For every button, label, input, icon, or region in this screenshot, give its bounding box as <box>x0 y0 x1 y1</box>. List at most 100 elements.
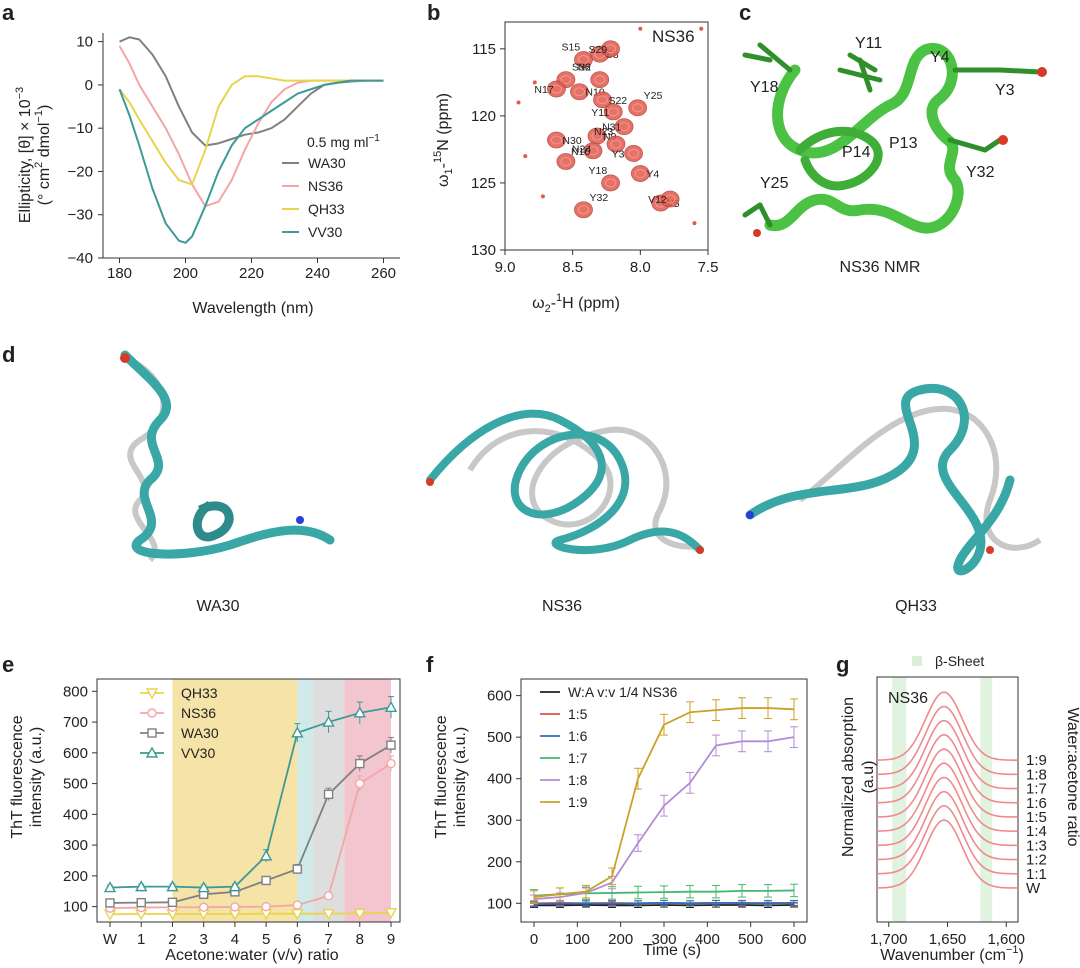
residue-label-y25: Y25 <box>760 175 789 192</box>
chart-e-ytick-label: 300 <box>63 837 88 854</box>
chart-e-point-wa30 <box>105 898 115 908</box>
chart-e-series-vv30 <box>109 706 392 889</box>
chart-e-point-ns36 <box>198 902 209 912</box>
chart-e-xtick-label: 7 <box>324 931 332 948</box>
chart-e-xlabel: Acetone:water (v/v) ratio <box>165 947 339 964</box>
chart-f-ytick-label: 300 <box>487 812 512 829</box>
chart-a-xtick-label: 240 <box>305 265 330 282</box>
chart-g-trace <box>876 776 1019 847</box>
panel-label-f: f <box>426 652 434 677</box>
chart-b-ytick-label: 125 <box>471 175 496 192</box>
chart-f-xlabel: Time (s) <box>643 942 701 959</box>
chart-f-ytick-label: 400 <box>487 771 512 788</box>
chart-e-point-vv30 <box>228 880 242 892</box>
chart-b-title: NS36 <box>652 27 695 46</box>
chart-e-point-wa30 <box>167 897 178 908</box>
chart-f-legend-label: 1:9 <box>568 794 588 810</box>
nmr-noise-contour <box>523 154 528 159</box>
chart-g-trace-label: 1:9 <box>1026 752 1047 769</box>
chart-g-trace <box>876 734 1019 804</box>
chart-a-series-ns36 <box>118 45 384 208</box>
chart-e-legend-label: WA30 <box>181 725 219 741</box>
chart-g-trace <box>876 748 1019 818</box>
chart-f-ytick-label: 600 <box>487 688 512 705</box>
nmr-peak-contour <box>560 75 572 85</box>
nmr-peak-contour <box>591 131 603 141</box>
nmr-noise-contour <box>638 26 643 31</box>
chart-f-legend-label: 1:6 <box>568 728 588 744</box>
chart-e-series-ns36 <box>109 762 392 910</box>
chart-b: S15S8S29S36N17N10N2S22Y11Y25N31N9N23N30N… <box>432 21 718 315</box>
chart-g-trace-label: 1:7 <box>1026 781 1047 798</box>
structure-label-wa30: WA30 <box>197 598 240 615</box>
chart-e-ytick-label: 200 <box>63 868 88 885</box>
chart-e-point-wa30 <box>386 740 396 750</box>
chart-e-point-wa30 <box>355 758 365 769</box>
chart-a-ytick-label: 10 <box>76 34 93 51</box>
chart-e-xtick-label: 4 <box>231 931 239 948</box>
chart-f-ytick-label: 100 <box>487 895 512 912</box>
nmr-noise-contour <box>699 26 704 31</box>
chart-e-point-qh33 <box>353 908 366 920</box>
chart-g-xlabel: Wavenumber (cm−1) <box>880 944 1024 964</box>
chart-e-legend-marker <box>145 746 159 758</box>
nmr-peak-contour <box>607 107 619 117</box>
residue-label-p14: P14 <box>842 144 871 161</box>
oxygen-atom <box>1037 67 1047 77</box>
chart-g-trace-label: 1:6 <box>1026 795 1047 812</box>
chart-f-ytick-label: 500 <box>487 729 512 746</box>
nmr-peak-label: Y18 <box>589 165 608 177</box>
chart-e-point-vv30 <box>166 880 179 892</box>
chart-e-ytick-label: 800 <box>63 683 88 700</box>
nmr-peak-contour <box>551 84 562 94</box>
chart-e-point-ns36 <box>323 891 334 901</box>
nmr-peak <box>614 118 634 136</box>
chart-g-trace-label: 1:5 <box>1026 809 1047 826</box>
backbone-ribbon-2 <box>795 126 883 191</box>
chart-b-ytick-label: 115 <box>472 41 496 58</box>
chart-e-point-wa30 <box>136 897 146 908</box>
chart-a-ylabel-2: (° cm2 dmol−1) <box>33 105 53 206</box>
nmr-peak-label: S36 <box>572 62 591 74</box>
panel-label-c: c <box>739 0 751 25</box>
chart-g-xtick-label: 1,600 <box>987 931 1025 948</box>
chart-e-point-qh33 <box>322 908 335 921</box>
chart-a-xtick-label: 260 <box>371 265 396 282</box>
chart-e-ytick-label: 100 <box>63 899 88 916</box>
nmr-peak-contour <box>664 194 676 204</box>
residue-label-y3: Y3 <box>995 82 1015 99</box>
panel-label-g: g <box>836 652 849 677</box>
chart-f-xtick-label: 200 <box>608 931 633 948</box>
chart-b-xtick-label: 9.0 <box>495 259 516 276</box>
chart-e-point-vv30 <box>197 881 210 893</box>
chart-e-ytick-label: 600 <box>63 745 88 762</box>
chart-g-trace-label: 1:4 <box>1026 823 1047 840</box>
structure-wa30: WA30 <box>120 350 335 615</box>
nmr-peak-contour <box>587 146 599 156</box>
chart-g-trace <box>876 805 1019 875</box>
chart-a-ytick-label: −30 <box>68 207 93 224</box>
chart-e-xtick-label: 5 <box>262 931 270 948</box>
chart-f-xtick-label: 300 <box>651 931 676 948</box>
nmr-peak-label: Y32 <box>589 192 608 204</box>
chart-e-point-wa30 <box>292 864 303 874</box>
residue-label-y18: Y18 <box>750 79 779 96</box>
chart-e-legend-marker <box>145 688 159 700</box>
nmr-peak <box>574 201 593 219</box>
nmr-peak <box>547 131 566 149</box>
residue-label-p13: P13 <box>889 135 918 152</box>
structure-label-ns36: NS36 <box>542 598 582 615</box>
nmr-peak-label: N31 <box>602 122 621 134</box>
chart-b-xtick-label: 8.5 <box>562 259 583 276</box>
chart-e-legend-label: NS36 <box>181 705 216 721</box>
nmr-peak-contour <box>574 87 585 97</box>
chart-e-xtick-label: 8 <box>356 931 364 948</box>
chart-e-series-wa30 <box>109 744 392 904</box>
chart-e-legend-label: VV30 <box>181 745 215 761</box>
chart-b-xtick-label: 8.0 <box>630 259 651 276</box>
chart-e-point-wa30 <box>261 875 271 886</box>
chart-g: 1,700 1,650 1,600 W1:11:21:31:41:51:61:71:8… <box>840 653 1080 964</box>
panel-label-b: b <box>427 0 440 25</box>
nmr-peak-label: N24 <box>572 143 591 155</box>
chart-f-ylabel-1: ThT fluorescence <box>433 715 450 838</box>
